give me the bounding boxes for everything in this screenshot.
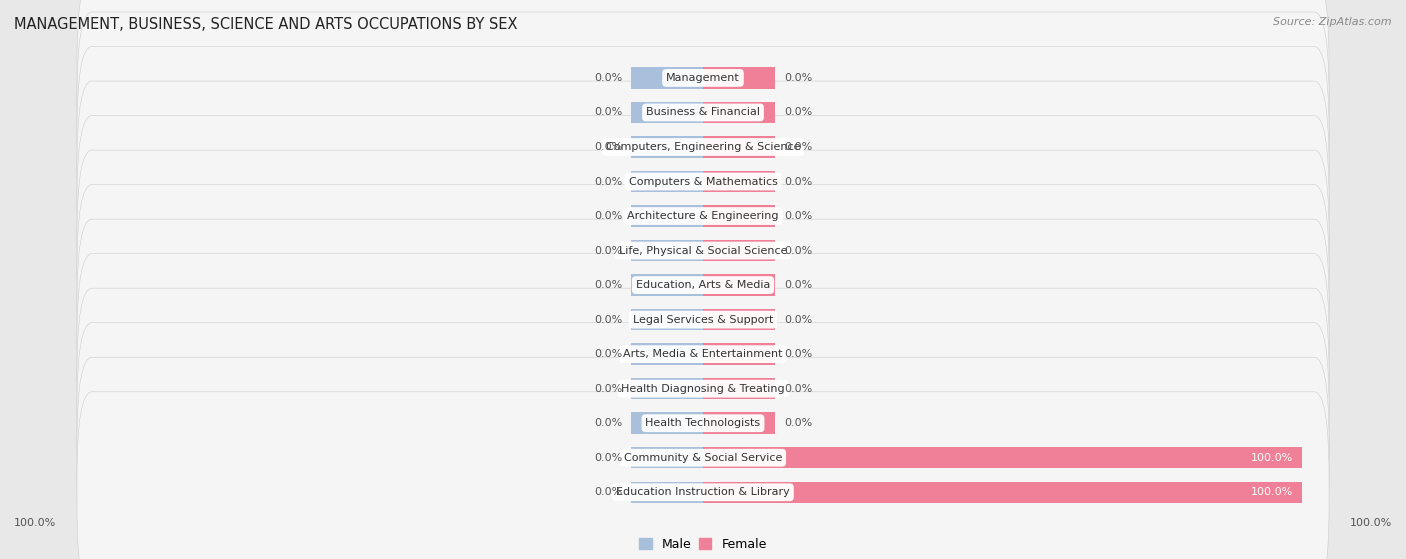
FancyBboxPatch shape [77, 288, 1329, 489]
Text: 0.0%: 0.0% [593, 107, 621, 117]
Text: Architecture & Engineering: Architecture & Engineering [627, 211, 779, 221]
Bar [631, 205, 703, 227]
FancyBboxPatch shape [77, 219, 1329, 420]
Text: 100.0%: 100.0% [1350, 518, 1392, 528]
Bar [703, 67, 775, 89]
Text: 0.0%: 0.0% [593, 383, 621, 394]
Text: 0.0%: 0.0% [593, 211, 621, 221]
Legend: Male, Female: Male, Female [634, 533, 772, 556]
Bar [631, 67, 703, 89]
Text: Business & Financial: Business & Financial [645, 107, 761, 117]
FancyBboxPatch shape [77, 12, 1329, 213]
Text: 0.0%: 0.0% [785, 73, 813, 83]
Text: 0.0%: 0.0% [785, 280, 813, 290]
Bar [631, 240, 703, 261]
Bar [631, 102, 703, 123]
FancyBboxPatch shape [77, 116, 1329, 316]
Bar [631, 274, 703, 296]
Text: 0.0%: 0.0% [785, 245, 813, 255]
Text: 100.0%: 100.0% [1251, 487, 1294, 498]
Text: Health Diagnosing & Treating: Health Diagnosing & Treating [621, 383, 785, 394]
FancyBboxPatch shape [77, 0, 1329, 178]
FancyBboxPatch shape [77, 323, 1329, 524]
Text: 0.0%: 0.0% [593, 73, 621, 83]
Text: 0.0%: 0.0% [785, 211, 813, 221]
Text: 0.0%: 0.0% [593, 142, 621, 152]
FancyBboxPatch shape [77, 357, 1329, 558]
Bar [703, 481, 1302, 503]
Text: 0.0%: 0.0% [785, 315, 813, 325]
Bar [703, 240, 775, 261]
Text: Health Technologists: Health Technologists [645, 418, 761, 428]
Text: 0.0%: 0.0% [785, 107, 813, 117]
Text: Computers, Engineering & Science: Computers, Engineering & Science [606, 142, 800, 152]
Text: MANAGEMENT, BUSINESS, SCIENCE AND ARTS OCCUPATIONS BY SEX: MANAGEMENT, BUSINESS, SCIENCE AND ARTS O… [14, 17, 517, 32]
Text: Education Instruction & Library: Education Instruction & Library [616, 487, 790, 498]
Text: 0.0%: 0.0% [593, 177, 621, 187]
Text: 100.0%: 100.0% [14, 518, 56, 528]
Text: 0.0%: 0.0% [593, 280, 621, 290]
FancyBboxPatch shape [77, 254, 1329, 454]
Bar [631, 171, 703, 192]
Bar [631, 481, 703, 503]
Text: 0.0%: 0.0% [785, 349, 813, 359]
Bar [703, 171, 775, 192]
Bar [703, 205, 775, 227]
Text: 0.0%: 0.0% [593, 418, 621, 428]
Bar [703, 378, 775, 399]
Bar [631, 378, 703, 399]
FancyBboxPatch shape [77, 392, 1329, 559]
Bar [631, 309, 703, 330]
Text: 0.0%: 0.0% [593, 315, 621, 325]
FancyBboxPatch shape [77, 184, 1329, 386]
Text: 0.0%: 0.0% [593, 349, 621, 359]
Text: 100.0%: 100.0% [1251, 453, 1294, 463]
FancyBboxPatch shape [77, 46, 1329, 248]
Text: 0.0%: 0.0% [785, 418, 813, 428]
Text: Computers & Mathematics: Computers & Mathematics [628, 177, 778, 187]
Text: Source: ZipAtlas.com: Source: ZipAtlas.com [1274, 17, 1392, 27]
Text: Arts, Media & Entertainment: Arts, Media & Entertainment [623, 349, 783, 359]
FancyBboxPatch shape [77, 150, 1329, 351]
Text: 0.0%: 0.0% [785, 383, 813, 394]
Bar [631, 136, 703, 158]
Text: 0.0%: 0.0% [593, 245, 621, 255]
Bar [703, 309, 775, 330]
Text: Management: Management [666, 73, 740, 83]
Bar [703, 274, 775, 296]
Text: 0.0%: 0.0% [593, 487, 621, 498]
Bar [703, 413, 775, 434]
Bar [703, 447, 1302, 468]
Text: Community & Social Service: Community & Social Service [624, 453, 782, 463]
Bar [703, 102, 775, 123]
Text: Legal Services & Support: Legal Services & Support [633, 315, 773, 325]
Bar [631, 413, 703, 434]
Bar [631, 343, 703, 365]
Bar [703, 343, 775, 365]
FancyBboxPatch shape [77, 81, 1329, 282]
Text: Education, Arts & Media: Education, Arts & Media [636, 280, 770, 290]
Text: 0.0%: 0.0% [785, 177, 813, 187]
Bar [703, 136, 775, 158]
Bar [631, 447, 703, 468]
Text: Life, Physical & Social Science: Life, Physical & Social Science [619, 245, 787, 255]
Text: 0.0%: 0.0% [785, 142, 813, 152]
Text: 0.0%: 0.0% [593, 453, 621, 463]
